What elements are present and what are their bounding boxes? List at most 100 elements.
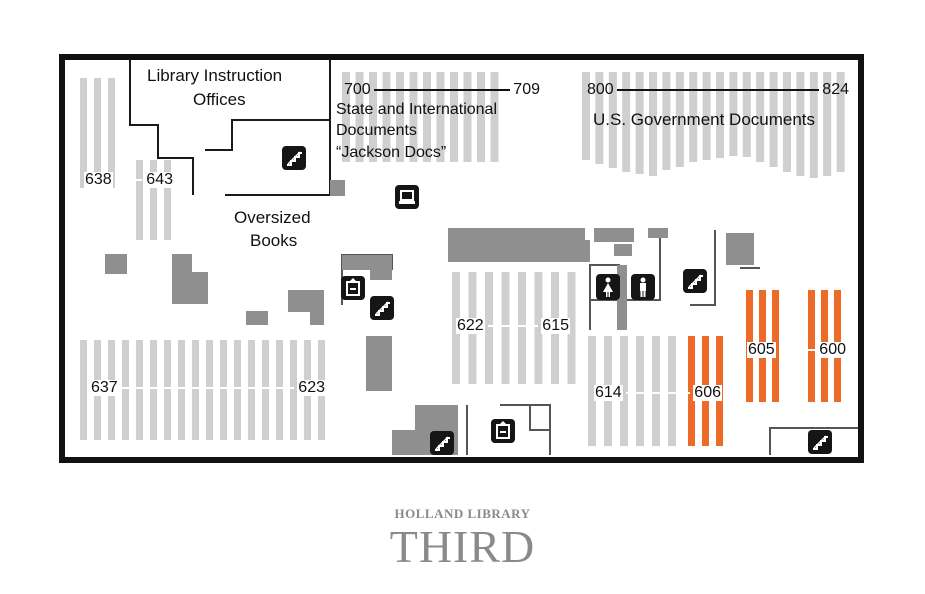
shelf-stack (234, 340, 241, 440)
shelf-stack (262, 340, 269, 440)
us-government-documents-label: U.S. Government Documents (593, 110, 816, 129)
elevator-icon (491, 419, 515, 443)
stairs-icon (370, 296, 394, 320)
shelf-stack (783, 72, 791, 172)
stairs-icon (683, 269, 707, 293)
range-start: 638 (84, 171, 113, 188)
shelf-stack (501, 272, 510, 384)
range-700-709: 700 709 (344, 82, 540, 98)
stairs-icon (282, 146, 306, 170)
shelf-stack (136, 340, 143, 440)
shelf-stack (742, 72, 751, 157)
library-name: HOLLAND LIBRARY (394, 506, 531, 521)
structural-block (342, 255, 392, 280)
range-end: 709 (513, 81, 540, 98)
shelf-stack (355, 72, 364, 162)
structural-block (448, 228, 590, 262)
shelf-stack (409, 72, 418, 162)
shelf-stack (796, 72, 805, 176)
shelf-stack (463, 72, 472, 162)
range-622-615: 622 615 (456, 318, 570, 334)
structural-block (288, 290, 324, 325)
womens-restroom-icon (596, 274, 620, 300)
shelf-stack (490, 72, 499, 162)
shelf-stack (689, 72, 698, 162)
shelf-stack (809, 72, 818, 178)
range-614-606: 614 606 (594, 385, 722, 401)
shelf-stack (622, 72, 631, 172)
shelf-stack (178, 340, 185, 440)
range-start: 605 (747, 341, 776, 358)
highlighted-shelf-stack (808, 290, 815, 402)
shelf-stack (369, 72, 377, 162)
range-637-623: 637 623 (90, 380, 326, 396)
shelf-stack (136, 160, 143, 240)
shelf-stack (582, 72, 590, 160)
range-800-824: 800 824 (587, 82, 849, 98)
shelf-stack (276, 340, 283, 440)
structural-block (614, 244, 632, 256)
shelf-stack (668, 336, 676, 446)
range-end: 606 (693, 384, 722, 401)
shelf-stack (595, 72, 604, 164)
range-start: 700 (344, 81, 371, 98)
range-end: 623 (297, 379, 326, 396)
shelf-stack (192, 340, 199, 440)
state-international-label: State and International (336, 101, 498, 118)
floor-title: THIRD (389, 521, 536, 572)
library-instruction-label: Library Instruction (147, 66, 283, 85)
elevator-icon (341, 276, 365, 300)
structural-block (330, 180, 345, 196)
shelf-stack (342, 72, 350, 162)
range-end: 643 (145, 171, 174, 188)
structural-block (105, 254, 127, 274)
shelf-stack (485, 272, 493, 384)
oversized-label: Oversized (232, 208, 313, 227)
shelf-stack (534, 272, 543, 384)
range-start: 800 (587, 81, 614, 98)
shelf-stack (588, 336, 596, 446)
shelf-stack (635, 72, 644, 174)
shelf-stack (382, 72, 391, 162)
shelf-stack (836, 72, 845, 172)
shelf-stack (567, 272, 576, 384)
mens-restroom-icon (631, 274, 655, 300)
offices-label: Offices (193, 90, 246, 109)
shelf-stack (649, 72, 657, 176)
computer-icon (395, 185, 419, 209)
shelf-stack (150, 340, 157, 440)
shelf-stack (108, 78, 115, 188)
stairs-icon (430, 431, 454, 455)
shelf-stack (248, 340, 255, 440)
range-end: 600 (818, 341, 847, 358)
range-end: 615 (541, 317, 570, 334)
jackson-docs-label: “Jackson Docs” (336, 144, 447, 161)
structural-block (617, 265, 627, 330)
shelf-stack (620, 336, 628, 446)
shelf-stack (150, 160, 157, 240)
shelf-stack (652, 336, 660, 446)
shelf-stack (423, 72, 431, 162)
shelf-stack (80, 340, 87, 440)
highlighted-shelf-stack (688, 336, 695, 446)
range-start: 637 (90, 379, 119, 396)
shelf-stack (823, 72, 832, 176)
shelf-stack (608, 72, 617, 168)
range-start: 622 (456, 317, 485, 334)
shelf-stack (729, 72, 738, 156)
stairs-icon (808, 430, 832, 454)
structural-block (172, 254, 208, 304)
shelf-stack (662, 72, 671, 170)
shelf-stack (164, 340, 171, 440)
shelf-stack (477, 72, 485, 162)
shelf-stack (396, 72, 404, 162)
shelf-stack (164, 160, 171, 240)
range-638-643: 638 643 (84, 172, 174, 188)
books-label: Books (248, 231, 300, 250)
shelf-stack (80, 78, 87, 188)
shelf-stack (756, 72, 765, 162)
range-605-600: 605 600 (747, 342, 847, 358)
shelf-stack (220, 340, 227, 440)
structural-block (366, 336, 392, 391)
structural-block (726, 233, 754, 265)
